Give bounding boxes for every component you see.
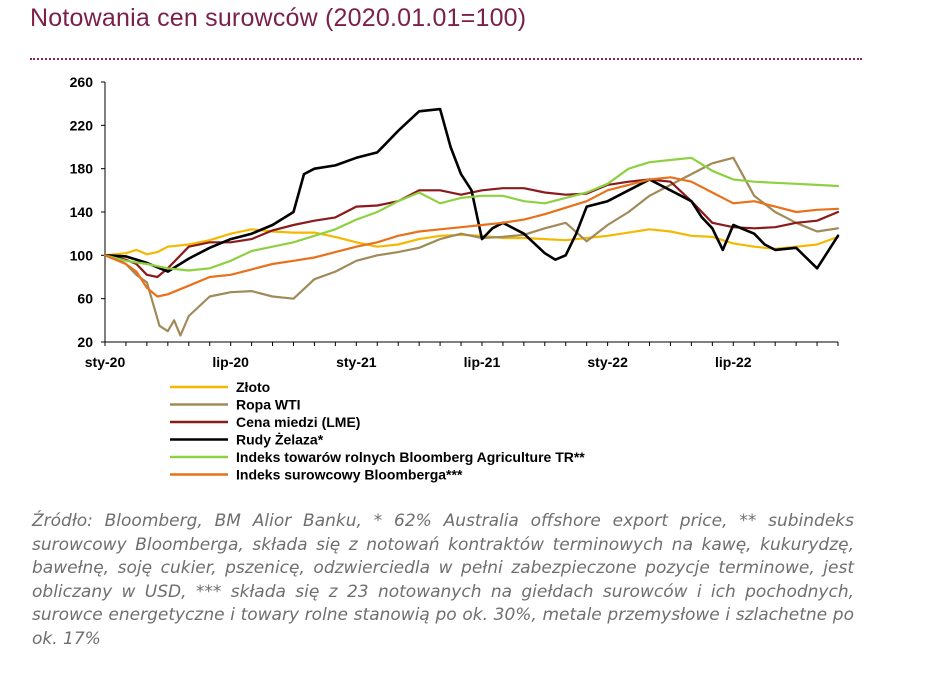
x-tick-label: lip-21: [464, 354, 501, 370]
y-tick-label: 20: [77, 334, 93, 350]
y-tick-label: 100: [70, 247, 94, 263]
y-tick-label: 260: [70, 74, 94, 90]
y-tick-label: 220: [70, 117, 94, 133]
series-line-6: [103, 176, 840, 298]
chart: 20 60 100 140 180 220 260 sty-20 lip-20 sty-21 lip…: [70, 74, 840, 483]
legend-label: Indeks surowcowy Bloomberga***: [236, 467, 463, 483]
axes-layer: 20 60 100 140 180 220 260 sty-20 lip-20 sty-21 lip…: [70, 74, 839, 370]
legend-label: Złoto: [236, 379, 270, 395]
series-line-3: [103, 178, 840, 279]
y-tick-label: 180: [70, 161, 94, 177]
y-tick-label: 140: [70, 204, 94, 220]
x-tick-label: sty-20: [85, 354, 126, 370]
series-line-4: [103, 107, 840, 273]
chart-title: Notowania cen surowców (2020.01.01=100): [30, 4, 527, 32]
legend-label: Ropa WTI: [236, 397, 301, 413]
series-line-5: [103, 156, 840, 272]
series-line-2: [103, 156, 840, 337]
legend-label: Cena miedzi (LME): [236, 414, 360, 430]
title-divider: [30, 58, 862, 60]
x-tick-label: sty-22: [587, 354, 628, 370]
series-layer: [103, 107, 840, 337]
x-tick-label: sty-21: [336, 354, 377, 370]
x-tick-label: lip-20: [212, 354, 249, 370]
legend-label: Indeks towarów rolnych Bloomberg Agricul…: [236, 449, 585, 465]
legend-label: Rudy Żelaza*: [236, 432, 324, 448]
x-tick-label: lip-22: [715, 354, 752, 370]
y-tick-label: 60: [77, 291, 93, 307]
source-caption: Źródło: Bloomberg, BM Alior Banku, * 62%…: [32, 511, 854, 649]
